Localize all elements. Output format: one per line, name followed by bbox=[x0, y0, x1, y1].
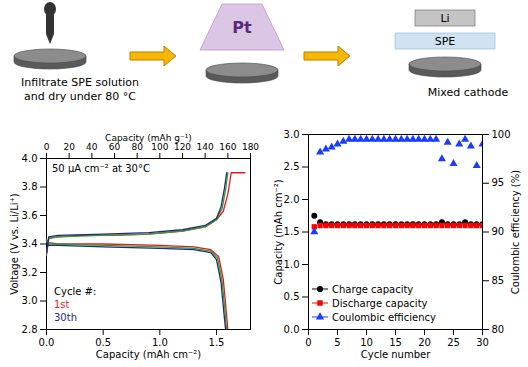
svg-text:1.5: 1.5 bbox=[209, 337, 225, 348]
svg-text:10: 10 bbox=[360, 337, 373, 348]
svg-text:140: 140 bbox=[197, 142, 214, 152]
svg-text:0.5: 0.5 bbox=[284, 291, 300, 302]
svg-text:25: 25 bbox=[447, 337, 460, 348]
svg-text:2.8: 2.8 bbox=[22, 324, 38, 335]
svg-text:5: 5 bbox=[334, 337, 340, 348]
svg-text:15: 15 bbox=[389, 337, 402, 348]
svg-text:30th: 30th bbox=[54, 312, 77, 323]
svg-text:40: 40 bbox=[86, 142, 98, 152]
svg-text:4.0: 4.0 bbox=[22, 153, 38, 164]
svg-text:85: 85 bbox=[492, 275, 505, 286]
svg-text:0: 0 bbox=[44, 142, 50, 152]
svg-text:2.5: 2.5 bbox=[284, 161, 300, 172]
svg-text:3.2: 3.2 bbox=[22, 267, 38, 278]
svg-text:100: 100 bbox=[492, 129, 511, 140]
svg-text:1.0: 1.0 bbox=[152, 337, 168, 348]
svg-text:3.8: 3.8 bbox=[22, 181, 38, 192]
svg-text:Charge capacity: Charge capacity bbox=[332, 284, 413, 295]
svg-text:Infiltrate SPE solution: Infiltrate SPE solution bbox=[21, 76, 139, 89]
svg-text:Capacity (mAh g⁻¹): Capacity (mAh g⁻¹) bbox=[105, 133, 192, 143]
svg-text:20: 20 bbox=[63, 142, 75, 152]
svg-text:Cycle #:: Cycle #: bbox=[54, 286, 96, 297]
svg-text:20: 20 bbox=[418, 337, 431, 348]
svg-text:Capacity (mAh cm⁻²): Capacity (mAh cm⁻²) bbox=[273, 179, 284, 284]
svg-text:and dry under 80 °C: and dry under 80 °C bbox=[24, 90, 136, 103]
svg-text:160: 160 bbox=[219, 142, 236, 152]
svg-text:80: 80 bbox=[492, 324, 505, 335]
svg-text:80: 80 bbox=[131, 142, 143, 152]
svg-text:3.0: 3.0 bbox=[22, 295, 38, 306]
svg-text:95: 95 bbox=[492, 177, 505, 188]
svg-text:3.0: 3.0 bbox=[284, 129, 300, 140]
svg-text:0.5: 0.5 bbox=[95, 337, 111, 348]
svg-text:1.0: 1.0 bbox=[284, 259, 300, 270]
svg-text:60: 60 bbox=[109, 142, 121, 152]
svg-text:Pt: Pt bbox=[232, 18, 252, 37]
svg-text:SPE: SPE bbox=[435, 35, 456, 48]
svg-text:Capacity (mAh cm⁻²): Capacity (mAh cm⁻²) bbox=[96, 349, 201, 360]
svg-text:0: 0 bbox=[305, 337, 311, 348]
svg-text:1st: 1st bbox=[54, 299, 70, 310]
svg-text:2.0: 2.0 bbox=[284, 194, 300, 205]
svg-text:Mixed cathode: Mixed cathode bbox=[428, 86, 509, 99]
svg-text:30: 30 bbox=[476, 337, 489, 348]
svg-text:0.0: 0.0 bbox=[284, 324, 300, 335]
svg-text:180: 180 bbox=[242, 142, 259, 152]
svg-text:1.5: 1.5 bbox=[284, 226, 300, 237]
svg-text:120: 120 bbox=[174, 142, 191, 152]
svg-text:Cycle number: Cycle number bbox=[361, 349, 431, 360]
svg-text:Li: Li bbox=[440, 12, 449, 25]
svg-text:Discharge capacity: Discharge capacity bbox=[332, 298, 428, 309]
svg-text:Coulombic efficiency: Coulombic efficiency bbox=[332, 312, 436, 323]
svg-text:90: 90 bbox=[492, 226, 505, 237]
svg-text:3.4: 3.4 bbox=[22, 238, 38, 249]
svg-text:Voltage (V vs. Li/Li⁺): Voltage (V vs. Li/Li⁺) bbox=[9, 193, 20, 294]
svg-text:Coulombic efficiency (%): Coulombic efficiency (%) bbox=[510, 170, 521, 294]
svg-text:100: 100 bbox=[151, 142, 168, 152]
svg-text:50 µA cm⁻² at 30°C: 50 µA cm⁻² at 30°C bbox=[52, 163, 150, 174]
svg-text:3.6: 3.6 bbox=[22, 210, 38, 221]
svg-text:0.0: 0.0 bbox=[39, 337, 55, 348]
